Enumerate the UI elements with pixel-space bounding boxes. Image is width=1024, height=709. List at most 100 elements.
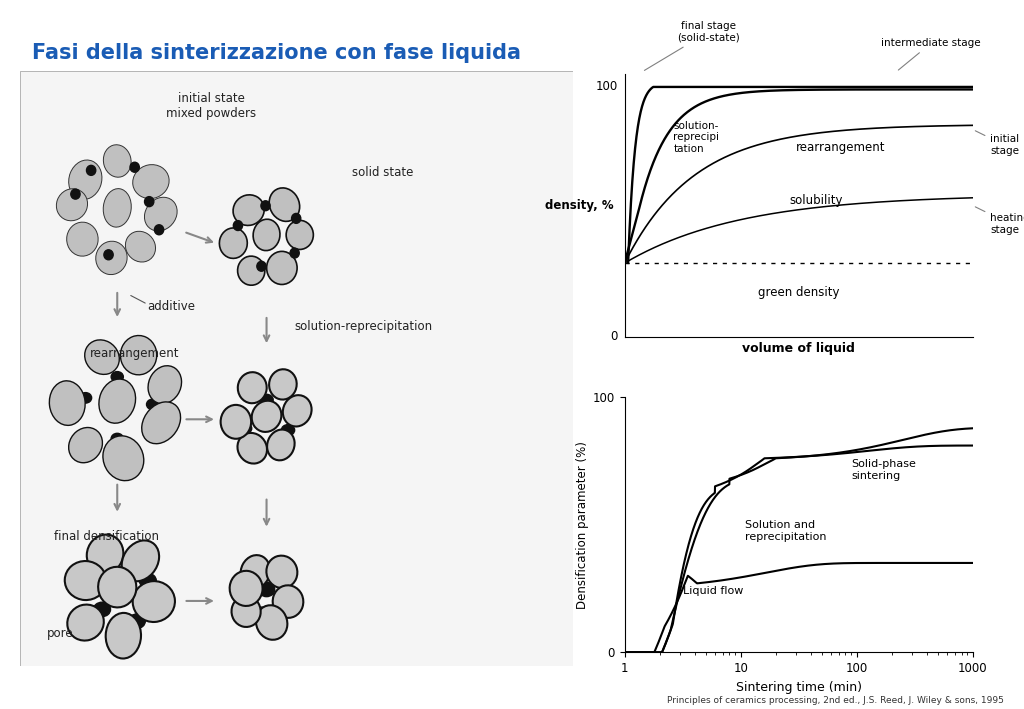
Ellipse shape bbox=[253, 607, 269, 621]
Ellipse shape bbox=[103, 189, 131, 227]
Ellipse shape bbox=[283, 395, 311, 427]
Ellipse shape bbox=[96, 241, 127, 274]
Text: solid state: solid state bbox=[352, 166, 414, 179]
Text: final stage
(solid-state): final stage (solid-state) bbox=[644, 21, 739, 70]
Ellipse shape bbox=[99, 379, 135, 423]
X-axis label: Sintering time (min): Sintering time (min) bbox=[735, 681, 862, 693]
Ellipse shape bbox=[260, 412, 273, 423]
Ellipse shape bbox=[239, 423, 252, 434]
Ellipse shape bbox=[286, 220, 313, 250]
Ellipse shape bbox=[269, 188, 300, 221]
Text: additive: additive bbox=[147, 300, 196, 313]
Text: Solid-phase
sintering: Solid-phase sintering bbox=[851, 459, 916, 481]
Text: Fasi della sinterizzazione con fase liquida: Fasi della sinterizzazione con fase liqu… bbox=[32, 43, 521, 62]
Circle shape bbox=[103, 250, 114, 259]
Text: Principles of ceramics processing, 2nd ed., J.S. Reed, J. Wiley & sons, 1995: Principles of ceramics processing, 2nd e… bbox=[667, 696, 1004, 705]
Text: solution-
reprecipi
tation: solution- reprecipi tation bbox=[674, 121, 720, 154]
Ellipse shape bbox=[112, 372, 123, 382]
Ellipse shape bbox=[65, 561, 106, 600]
Ellipse shape bbox=[219, 228, 247, 258]
Ellipse shape bbox=[256, 605, 288, 640]
Ellipse shape bbox=[252, 401, 282, 432]
Circle shape bbox=[233, 220, 243, 230]
Ellipse shape bbox=[103, 436, 143, 481]
Ellipse shape bbox=[139, 574, 157, 588]
Ellipse shape bbox=[260, 394, 273, 406]
X-axis label: volume of liquid: volume of liquid bbox=[742, 342, 855, 355]
Ellipse shape bbox=[272, 586, 303, 618]
Ellipse shape bbox=[238, 433, 267, 464]
Ellipse shape bbox=[141, 402, 180, 444]
FancyBboxPatch shape bbox=[20, 71, 573, 666]
Text: initial state
mixed powders: initial state mixed powders bbox=[166, 91, 256, 120]
Circle shape bbox=[155, 225, 164, 235]
Ellipse shape bbox=[80, 393, 91, 403]
Ellipse shape bbox=[122, 540, 159, 581]
Ellipse shape bbox=[69, 428, 102, 463]
Ellipse shape bbox=[133, 581, 175, 622]
Ellipse shape bbox=[125, 231, 156, 262]
Ellipse shape bbox=[93, 602, 111, 617]
Ellipse shape bbox=[148, 366, 181, 403]
Ellipse shape bbox=[49, 381, 85, 425]
Ellipse shape bbox=[258, 615, 274, 630]
Ellipse shape bbox=[103, 145, 131, 177]
Ellipse shape bbox=[266, 252, 297, 284]
Ellipse shape bbox=[253, 219, 280, 250]
Ellipse shape bbox=[238, 372, 266, 403]
Ellipse shape bbox=[229, 571, 262, 606]
Ellipse shape bbox=[144, 197, 177, 231]
Ellipse shape bbox=[267, 430, 295, 460]
Ellipse shape bbox=[85, 340, 120, 374]
Ellipse shape bbox=[115, 566, 132, 581]
Text: pore: pore bbox=[47, 627, 74, 640]
Text: solution-reprecipitation: solution-reprecipitation bbox=[294, 320, 432, 333]
Ellipse shape bbox=[269, 369, 297, 400]
Ellipse shape bbox=[266, 556, 297, 588]
Ellipse shape bbox=[69, 160, 102, 199]
Ellipse shape bbox=[133, 164, 169, 199]
Text: intermediate stage: intermediate stage bbox=[882, 38, 981, 70]
Text: Solution and
reprecipitation: Solution and reprecipitation bbox=[745, 520, 827, 542]
Ellipse shape bbox=[56, 189, 87, 220]
Ellipse shape bbox=[238, 256, 265, 285]
Text: 0: 0 bbox=[610, 330, 617, 343]
Ellipse shape bbox=[102, 588, 120, 602]
Text: heating
stage: heating stage bbox=[975, 207, 1024, 235]
Circle shape bbox=[261, 201, 270, 211]
Ellipse shape bbox=[243, 570, 259, 584]
Ellipse shape bbox=[258, 582, 274, 597]
Text: rearrangement: rearrangement bbox=[796, 141, 886, 155]
Text: green density: green density bbox=[758, 286, 840, 298]
Ellipse shape bbox=[128, 614, 145, 628]
Ellipse shape bbox=[98, 566, 136, 608]
Ellipse shape bbox=[220, 405, 251, 439]
Circle shape bbox=[144, 196, 154, 206]
Ellipse shape bbox=[231, 596, 261, 627]
Y-axis label: Densification parameter (%): Densification parameter (%) bbox=[575, 441, 589, 608]
Circle shape bbox=[86, 165, 96, 175]
Ellipse shape bbox=[241, 555, 270, 588]
Ellipse shape bbox=[112, 433, 123, 444]
Text: final densification: final densification bbox=[53, 530, 159, 543]
Text: rearrangement: rearrangement bbox=[90, 347, 179, 360]
Ellipse shape bbox=[276, 574, 293, 588]
Ellipse shape bbox=[87, 535, 123, 574]
Ellipse shape bbox=[146, 399, 159, 410]
Text: initial
stage: initial stage bbox=[975, 130, 1019, 156]
Ellipse shape bbox=[105, 613, 141, 659]
Ellipse shape bbox=[121, 335, 157, 375]
Ellipse shape bbox=[282, 425, 295, 435]
Circle shape bbox=[257, 262, 266, 272]
Circle shape bbox=[71, 189, 80, 199]
Ellipse shape bbox=[68, 605, 103, 640]
Text: solubility: solubility bbox=[790, 194, 843, 207]
Circle shape bbox=[290, 248, 299, 258]
Text: density, %: density, % bbox=[545, 199, 613, 212]
Ellipse shape bbox=[67, 222, 98, 256]
Ellipse shape bbox=[233, 195, 264, 225]
Text: 100: 100 bbox=[595, 80, 617, 94]
Circle shape bbox=[292, 213, 301, 223]
Text: Liquid flow: Liquid flow bbox=[683, 586, 743, 596]
Circle shape bbox=[130, 162, 139, 172]
